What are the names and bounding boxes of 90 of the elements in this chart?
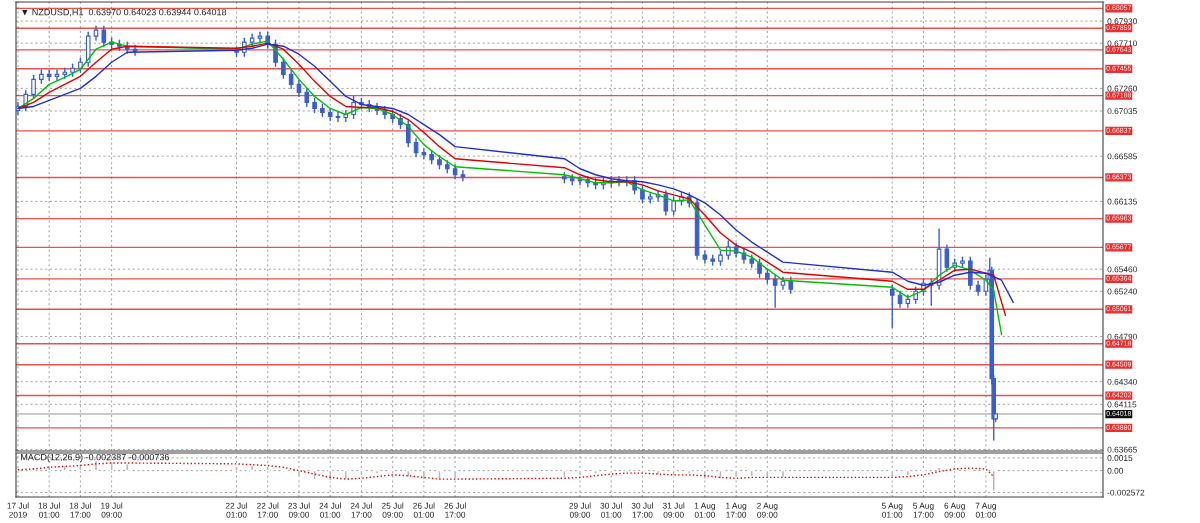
bar xyxy=(702,469,708,480)
bar xyxy=(905,469,911,477)
bar xyxy=(296,469,302,479)
candlestick xyxy=(772,274,778,309)
x-tick-label: 7 Aug 01:00 xyxy=(975,502,997,518)
bar xyxy=(234,465,239,472)
candlestick xyxy=(405,119,411,148)
line-series xyxy=(17,462,995,480)
x-tick-label: 1 Aug 01:00 xyxy=(694,502,716,518)
candlestick xyxy=(944,244,950,272)
y-tick-label: 0.67930 xyxy=(1107,18,1137,25)
candlestick xyxy=(46,69,52,82)
x-tick-label: 26 Jul 17:00 xyxy=(444,502,466,518)
y-tick-label: 0.64115 xyxy=(1107,401,1137,408)
candlestick xyxy=(54,69,60,82)
bar xyxy=(406,469,411,479)
y-tick-label: 0.65240 xyxy=(1107,288,1137,295)
candlestick xyxy=(343,109,349,123)
bar xyxy=(609,469,614,474)
x-tick-label: 17 Jul 2019 xyxy=(7,502,29,518)
candlestick xyxy=(663,190,669,216)
bar xyxy=(687,469,692,475)
y-tick-label: 0.66585 xyxy=(1107,153,1137,160)
y-tick-label: 0.67710 xyxy=(1107,40,1137,47)
bar xyxy=(390,469,395,475)
bar xyxy=(421,469,427,481)
candlestick xyxy=(101,25,107,47)
candlestick xyxy=(671,196,676,216)
x-tick-label: 22 Jul 17:00 xyxy=(257,502,279,518)
bar xyxy=(749,469,754,478)
candlestick xyxy=(31,74,36,100)
bar xyxy=(452,469,458,480)
text: ▼ NZDUSD,H1 0.63970 0.64023 0.63944 0.64018 xyxy=(22,8,227,17)
bar xyxy=(718,469,723,480)
x-tick-label: 25 Jul 09:00 xyxy=(381,502,404,518)
x-tick-label: 2 Aug 09:00 xyxy=(757,502,778,518)
candlestick xyxy=(421,147,427,160)
bar xyxy=(780,469,786,479)
bar xyxy=(125,463,130,472)
candlestick xyxy=(725,240,731,260)
candlestick xyxy=(304,87,310,108)
x-tick-label: 18 Jul 01:00 xyxy=(38,502,60,518)
x-tick-label: 18 Jul 17:00 xyxy=(69,502,91,518)
bar xyxy=(765,469,770,479)
bar xyxy=(593,469,598,475)
bar xyxy=(655,469,661,476)
y-tick-label: 0.65460 xyxy=(1107,266,1137,273)
y-tick-label: 0.00 xyxy=(1107,467,1124,474)
y-tick-label: 0.0015 xyxy=(1107,455,1133,462)
candlestick xyxy=(889,284,895,329)
x-tick-label: 23 Jul 09:00 xyxy=(288,502,310,518)
y-tick-label: 0.66135 xyxy=(1107,198,1137,205)
x-tick-label: 30 Jul 01:00 xyxy=(600,502,622,518)
candlestick xyxy=(460,170,466,182)
x-tick-label: 5 Aug 01:00 xyxy=(881,502,903,518)
bar xyxy=(328,469,333,482)
bar xyxy=(890,469,895,479)
x-tick-label: 22 Jul 01:00 xyxy=(225,502,248,518)
chart-title: MACD(12,26,9) -0.002387 -0.000736 xyxy=(21,453,169,463)
x-tick-label: 1 Aug 17:00 xyxy=(726,502,747,518)
x-tick-label: 31 Jul 09:00 xyxy=(662,502,685,518)
bar xyxy=(312,469,317,481)
candlestick xyxy=(757,258,762,278)
bar xyxy=(109,460,114,472)
y-tick-label: 0.67260 xyxy=(1107,85,1137,92)
bar xyxy=(562,469,567,479)
bar xyxy=(374,469,380,475)
bar xyxy=(249,464,255,472)
y-tick-label: 0.64340 xyxy=(1107,378,1137,385)
bar xyxy=(577,469,583,477)
x-tick-label: 26 Jul 01:00 xyxy=(413,502,435,518)
x-tick-label: 30 Jul 17:00 xyxy=(631,502,653,518)
y-tick-label: 0.67035 xyxy=(1107,108,1137,115)
candlestick xyxy=(257,31,263,43)
y-tick-label: 0.64790 xyxy=(1107,333,1137,340)
x-tick-label: 24 Jul 01:00 xyxy=(319,502,341,518)
bar xyxy=(991,469,996,492)
x-tick-label: 29 Jul 09:00 xyxy=(569,502,591,518)
y-tick-label: -0.002572 xyxy=(1107,489,1145,496)
bar xyxy=(733,469,739,479)
candlestick xyxy=(288,69,294,90)
bar xyxy=(343,469,348,480)
x-tick-label: 5 Aug 17:00 xyxy=(913,502,934,518)
x-tick-label: 24 Jul 17:00 xyxy=(350,502,372,518)
bar xyxy=(265,465,270,472)
bar xyxy=(78,463,83,472)
x-tick-label: 19 Jul 09:00 xyxy=(101,502,123,518)
y-tick-label: 0.63665 xyxy=(1107,446,1137,453)
bar xyxy=(359,469,364,477)
x-tick-label: 6 Aug 09:00 xyxy=(944,502,965,518)
